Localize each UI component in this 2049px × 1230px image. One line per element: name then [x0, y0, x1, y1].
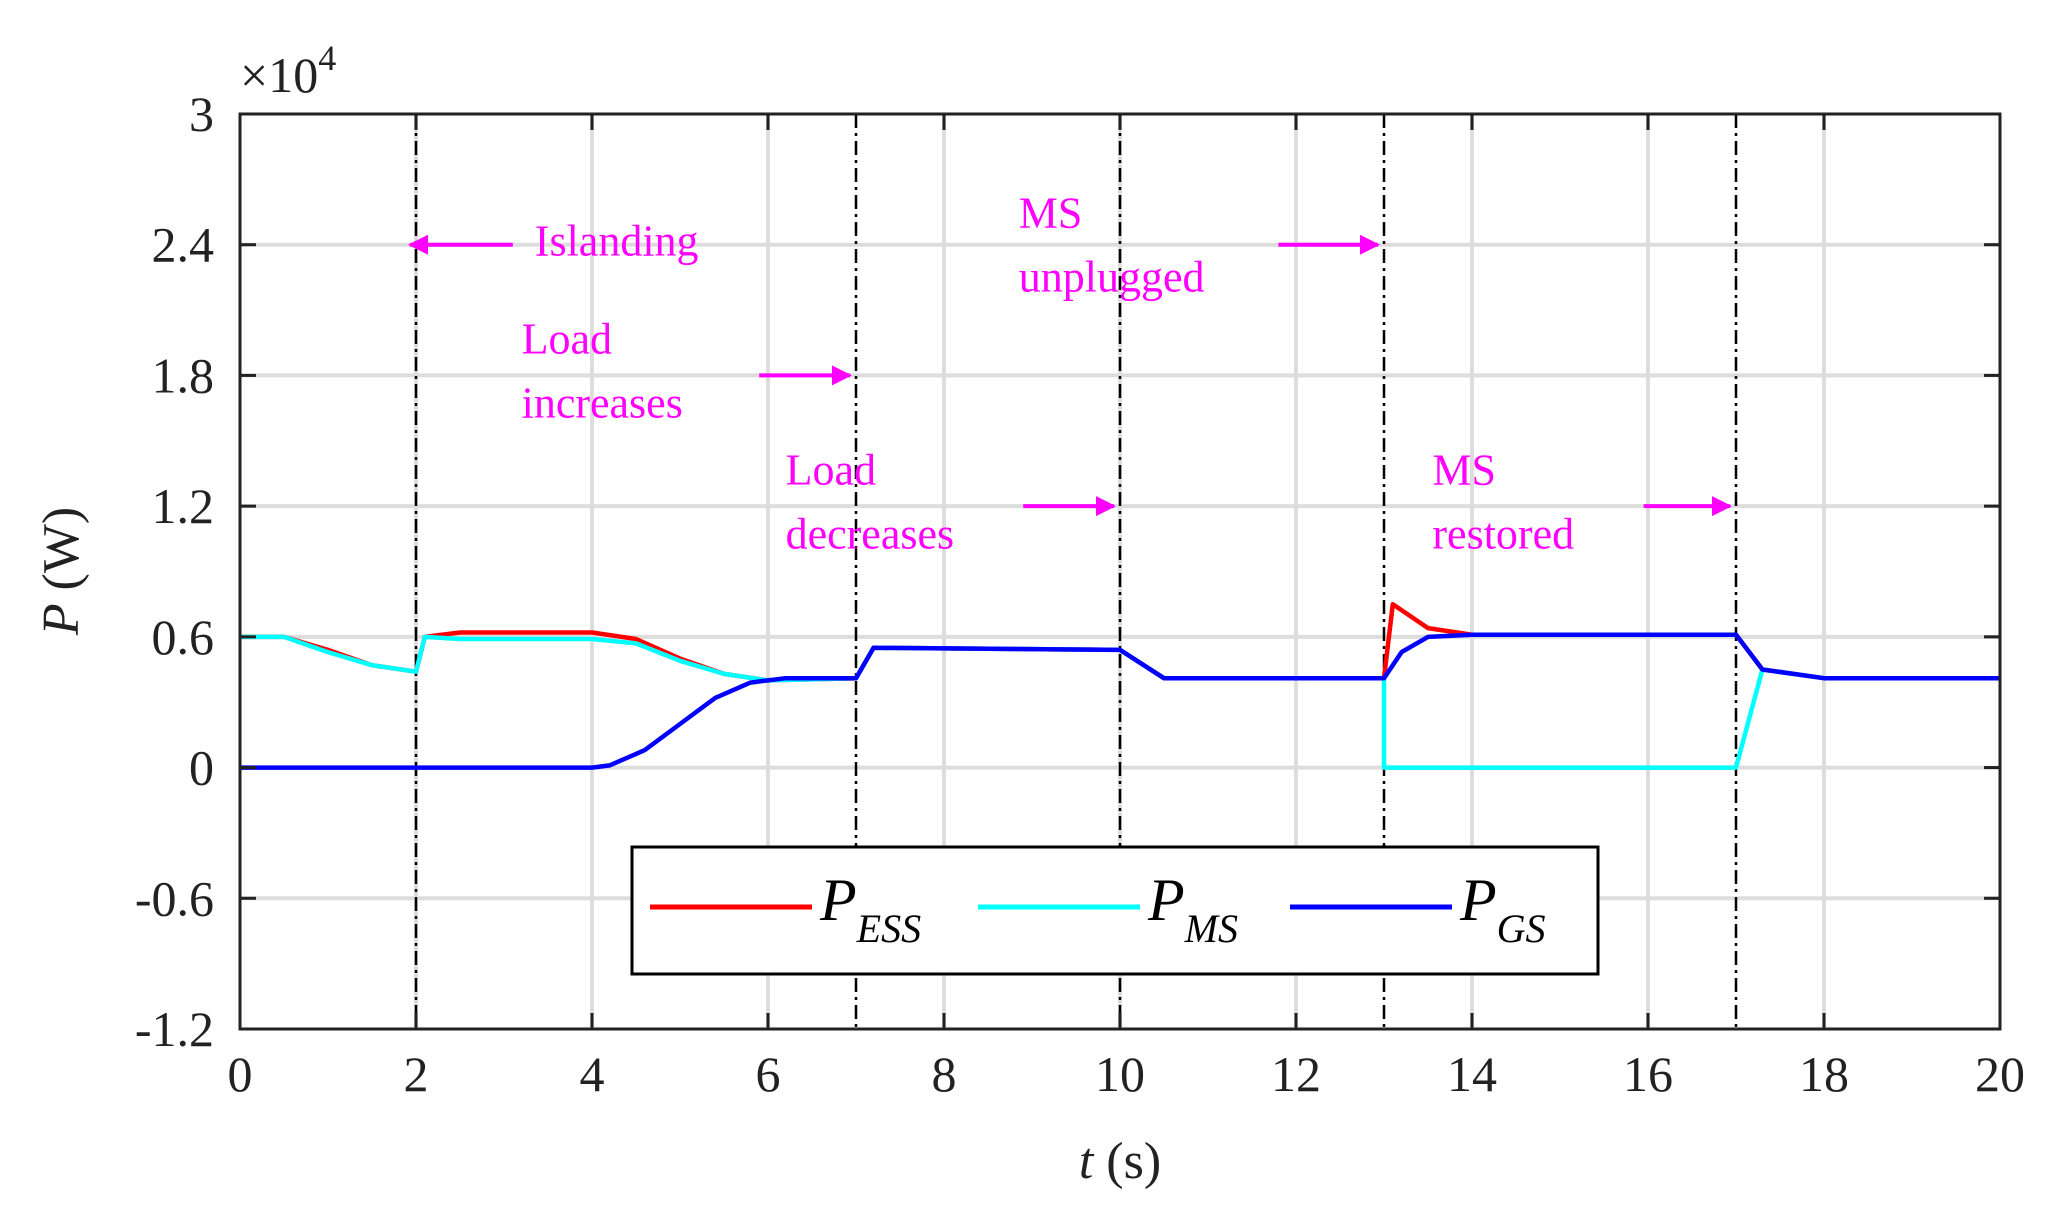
- legend: PESS PMS PGS: [630, 845, 1600, 976]
- y-axis-unit: (W): [33, 507, 90, 604]
- y-axis-label: P (W): [33, 507, 90, 636]
- x-tick-label: 8: [932, 1046, 957, 1102]
- legend-label-ms: PMS: [1147, 867, 1238, 951]
- y-exponent-power: 4: [318, 38, 336, 78]
- x-tick-label: 6: [756, 1046, 781, 1102]
- y-tick-label: 0: [189, 740, 214, 796]
- series-line-ms: [240, 634, 2000, 770]
- annotation-text: Load decreases: [786, 445, 955, 558]
- x-tick-label: 20: [1975, 1046, 2025, 1102]
- y-exponent-base: ×10: [240, 47, 318, 103]
- x-axis-unit: (s): [1093, 1133, 1161, 1190]
- x-tick-label: 14: [1447, 1046, 1497, 1102]
- annotation-text: MS unplugged: [1019, 188, 1205, 301]
- legend-label-ess: PESS: [819, 867, 921, 951]
- y-tick-label: 0.6: [152, 609, 215, 665]
- x-axis-label: t (s): [1079, 1133, 1161, 1190]
- y-tick-label: -1.2: [135, 1001, 214, 1057]
- y-tick-label: 1.2: [152, 478, 215, 534]
- legend-label-gs: PGS: [1459, 867, 1546, 951]
- annotation-text: Load increases: [522, 315, 683, 428]
- series-group: [240, 601, 2000, 770]
- legend-box: [630, 845, 1600, 976]
- x-axis: 0 2 4 6 8 10 12 14 16 18 20: [228, 114, 2025, 1102]
- annotation-text: Islanding: [535, 217, 699, 266]
- x-tick-label: 18: [1799, 1046, 1849, 1102]
- y-axis-var: P: [33, 603, 90, 636]
- y-exponent-label: ×104: [240, 38, 336, 103]
- x-tick-label: 0: [228, 1046, 253, 1102]
- x-tick-label: 16: [1623, 1046, 1673, 1102]
- x-tick-label: 12: [1271, 1046, 1321, 1102]
- y-axis: -1.2 -0.6 0 0.6 1.2 1.8 2.4 3: [135, 86, 2000, 1057]
- x-axis-var: t: [1079, 1133, 1095, 1190]
- y-tick-label: 2.4: [152, 217, 215, 273]
- y-tick-label: 1.8: [152, 347, 215, 403]
- annotations: Islanding Load increases Load decreases MS unp…: [408, 188, 1732, 558]
- x-tick-label: 10: [1095, 1046, 1145, 1102]
- y-tick-label: 3: [189, 86, 214, 142]
- x-tick-label: 4: [580, 1046, 605, 1102]
- x-tick-label: 2: [404, 1046, 429, 1102]
- series-line-gs: [240, 632, 2000, 770]
- annotation-text: MS restored: [1432, 445, 1574, 558]
- y-tick-label: -0.6: [135, 870, 214, 926]
